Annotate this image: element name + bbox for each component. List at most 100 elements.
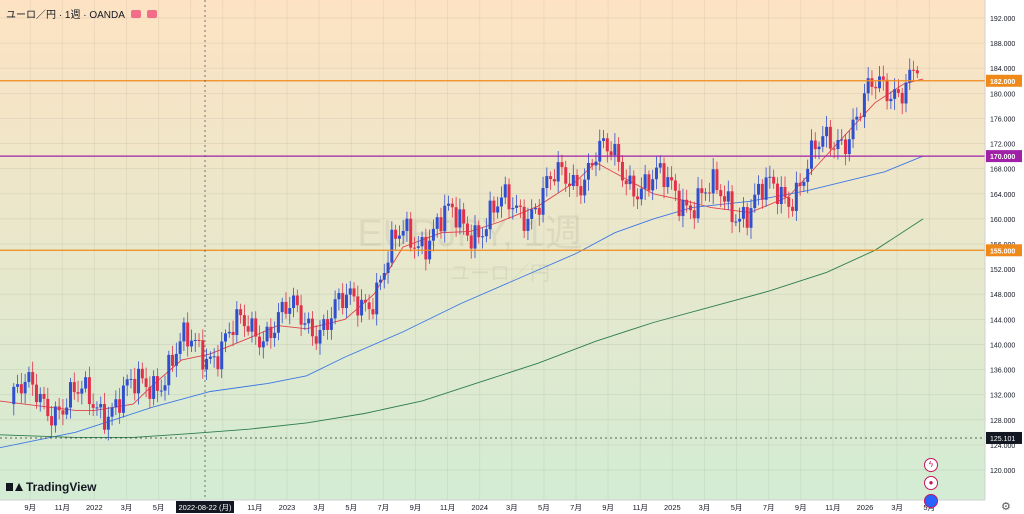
time-axis[interactable]: 9月 11月 2022 3月 5月 7月 9月 11月 2023 3月 5月 7月 9月 11月 2024 3…: [0, 499, 985, 514]
candle-body: [235, 309, 239, 336]
candle-body: [87, 377, 91, 405]
candle-body: [50, 416, 54, 426]
candle-body: [140, 368, 144, 379]
time-tick-label: 11月: [440, 503, 455, 512]
candle-body: [405, 218, 409, 231]
candle-body: [817, 146, 821, 150]
candle-body: [783, 186, 787, 198]
candle-body: [212, 356, 216, 358]
candle-body: [38, 393, 42, 403]
candle-body: [889, 98, 893, 102]
candle-body: [299, 305, 303, 325]
candle-body: [103, 403, 107, 430]
candle-body: [19, 384, 23, 394]
candle-body: [152, 376, 156, 399]
candle-body: [261, 341, 265, 348]
price-axis[interactable]: 192.000 188.000 184.000 180.000 176.000 172.0…: [984, 0, 1024, 514]
symbol-label[interactable]: ユーロ／円 · 1週 · OANDA: [6, 10, 125, 21]
user-avatar-icon[interactable]: [924, 494, 938, 508]
alert-icon[interactable]: ●: [924, 476, 938, 490]
candle-body: [507, 184, 511, 210]
candle-body: [488, 200, 492, 230]
candle-body: [201, 340, 205, 370]
candle-body: [545, 176, 549, 189]
candle-body: [658, 163, 662, 168]
legend-settings-icon[interactable]: [146, 9, 157, 18]
time-tick-label: 2022: [86, 503, 103, 512]
candle-body: [772, 176, 776, 184]
candle-body: [208, 356, 212, 359]
candle-body: [586, 162, 590, 180]
candle-body: [643, 174, 647, 189]
candle-body: [375, 282, 379, 315]
candle-body: [431, 228, 435, 241]
legend-toggle-icon[interactable]: [130, 9, 141, 18]
candle-body: [564, 167, 568, 184]
candle-body: [552, 179, 556, 182]
candle-body: [496, 206, 500, 213]
side-tool-icons[interactable]: ϟ ●: [924, 458, 938, 508]
candle-body: [473, 225, 477, 249]
time-tick-label: 2023: [279, 503, 296, 512]
time-tick-label: 5月: [345, 503, 357, 512]
candle-body: [72, 382, 76, 393]
candle-body: [481, 236, 485, 238]
candle-body: [269, 326, 273, 339]
price-tick-label: 144.000: [990, 317, 1015, 324]
candle-body: [333, 299, 337, 319]
ma-slow-line: [0, 218, 924, 438]
level-label: 182.000: [990, 79, 1015, 86]
time-tick-label: 9月: [602, 503, 614, 512]
candle-body: [575, 174, 579, 187]
candle-body: [352, 288, 356, 297]
candle-body: [779, 186, 783, 204]
tradingview-logo[interactable]: TradingView: [6, 480, 96, 494]
price-tick-label: 176.000: [990, 116, 1015, 123]
price-tick-label: 128.000: [990, 418, 1015, 425]
candle-body: [295, 295, 299, 306]
candle-body: [715, 169, 719, 191]
candle-body: [670, 177, 674, 181]
candle-body: [420, 236, 424, 247]
price-tick-label: 168.000: [990, 167, 1015, 174]
candle-body: [700, 188, 704, 194]
candle-body: [356, 296, 360, 316]
candle-body: [163, 385, 167, 391]
candle-body: [492, 200, 496, 213]
candle-body: [314, 336, 318, 344]
candle-body: [843, 139, 847, 155]
candle-body: [12, 386, 16, 405]
candle-body: [371, 309, 375, 315]
candle-body: [579, 186, 583, 196]
horizontal-lines[interactable]: [0, 80, 985, 439]
candle-body: [276, 312, 280, 333]
candle-body: [723, 196, 727, 202]
candle-body: [647, 174, 651, 191]
candle-body: [450, 203, 454, 208]
time-tick-label: 3月: [506, 503, 518, 512]
candle-body: [598, 140, 602, 162]
candle-body: [666, 177, 670, 188]
price-tick-label: 140.000: [990, 342, 1015, 349]
candle-body: [806, 168, 810, 182]
candle-body: [749, 208, 753, 228]
symbol-legend[interactable]: ユーロ／円 · 1週 · OANDA: [6, 6, 157, 21]
candle-body: [613, 144, 617, 156]
candle-body: [178, 341, 182, 354]
candle-body: [605, 138, 609, 152]
candle-body: [65, 407, 69, 415]
candle-body: [34, 384, 38, 403]
candle-body: [435, 217, 439, 229]
candle-body: [590, 162, 594, 166]
candle-body: [458, 209, 462, 228]
candle-body: [447, 203, 451, 206]
candle-body: [390, 229, 394, 263]
time-tick-label: 11月: [247, 503, 262, 512]
candle-body: [620, 161, 624, 181]
lightning-icon[interactable]: ϟ: [924, 458, 938, 472]
candle-body: [121, 385, 125, 413]
chart-settings-icon[interactable]: ⚙: [1001, 501, 1011, 513]
candles: [12, 58, 919, 441]
